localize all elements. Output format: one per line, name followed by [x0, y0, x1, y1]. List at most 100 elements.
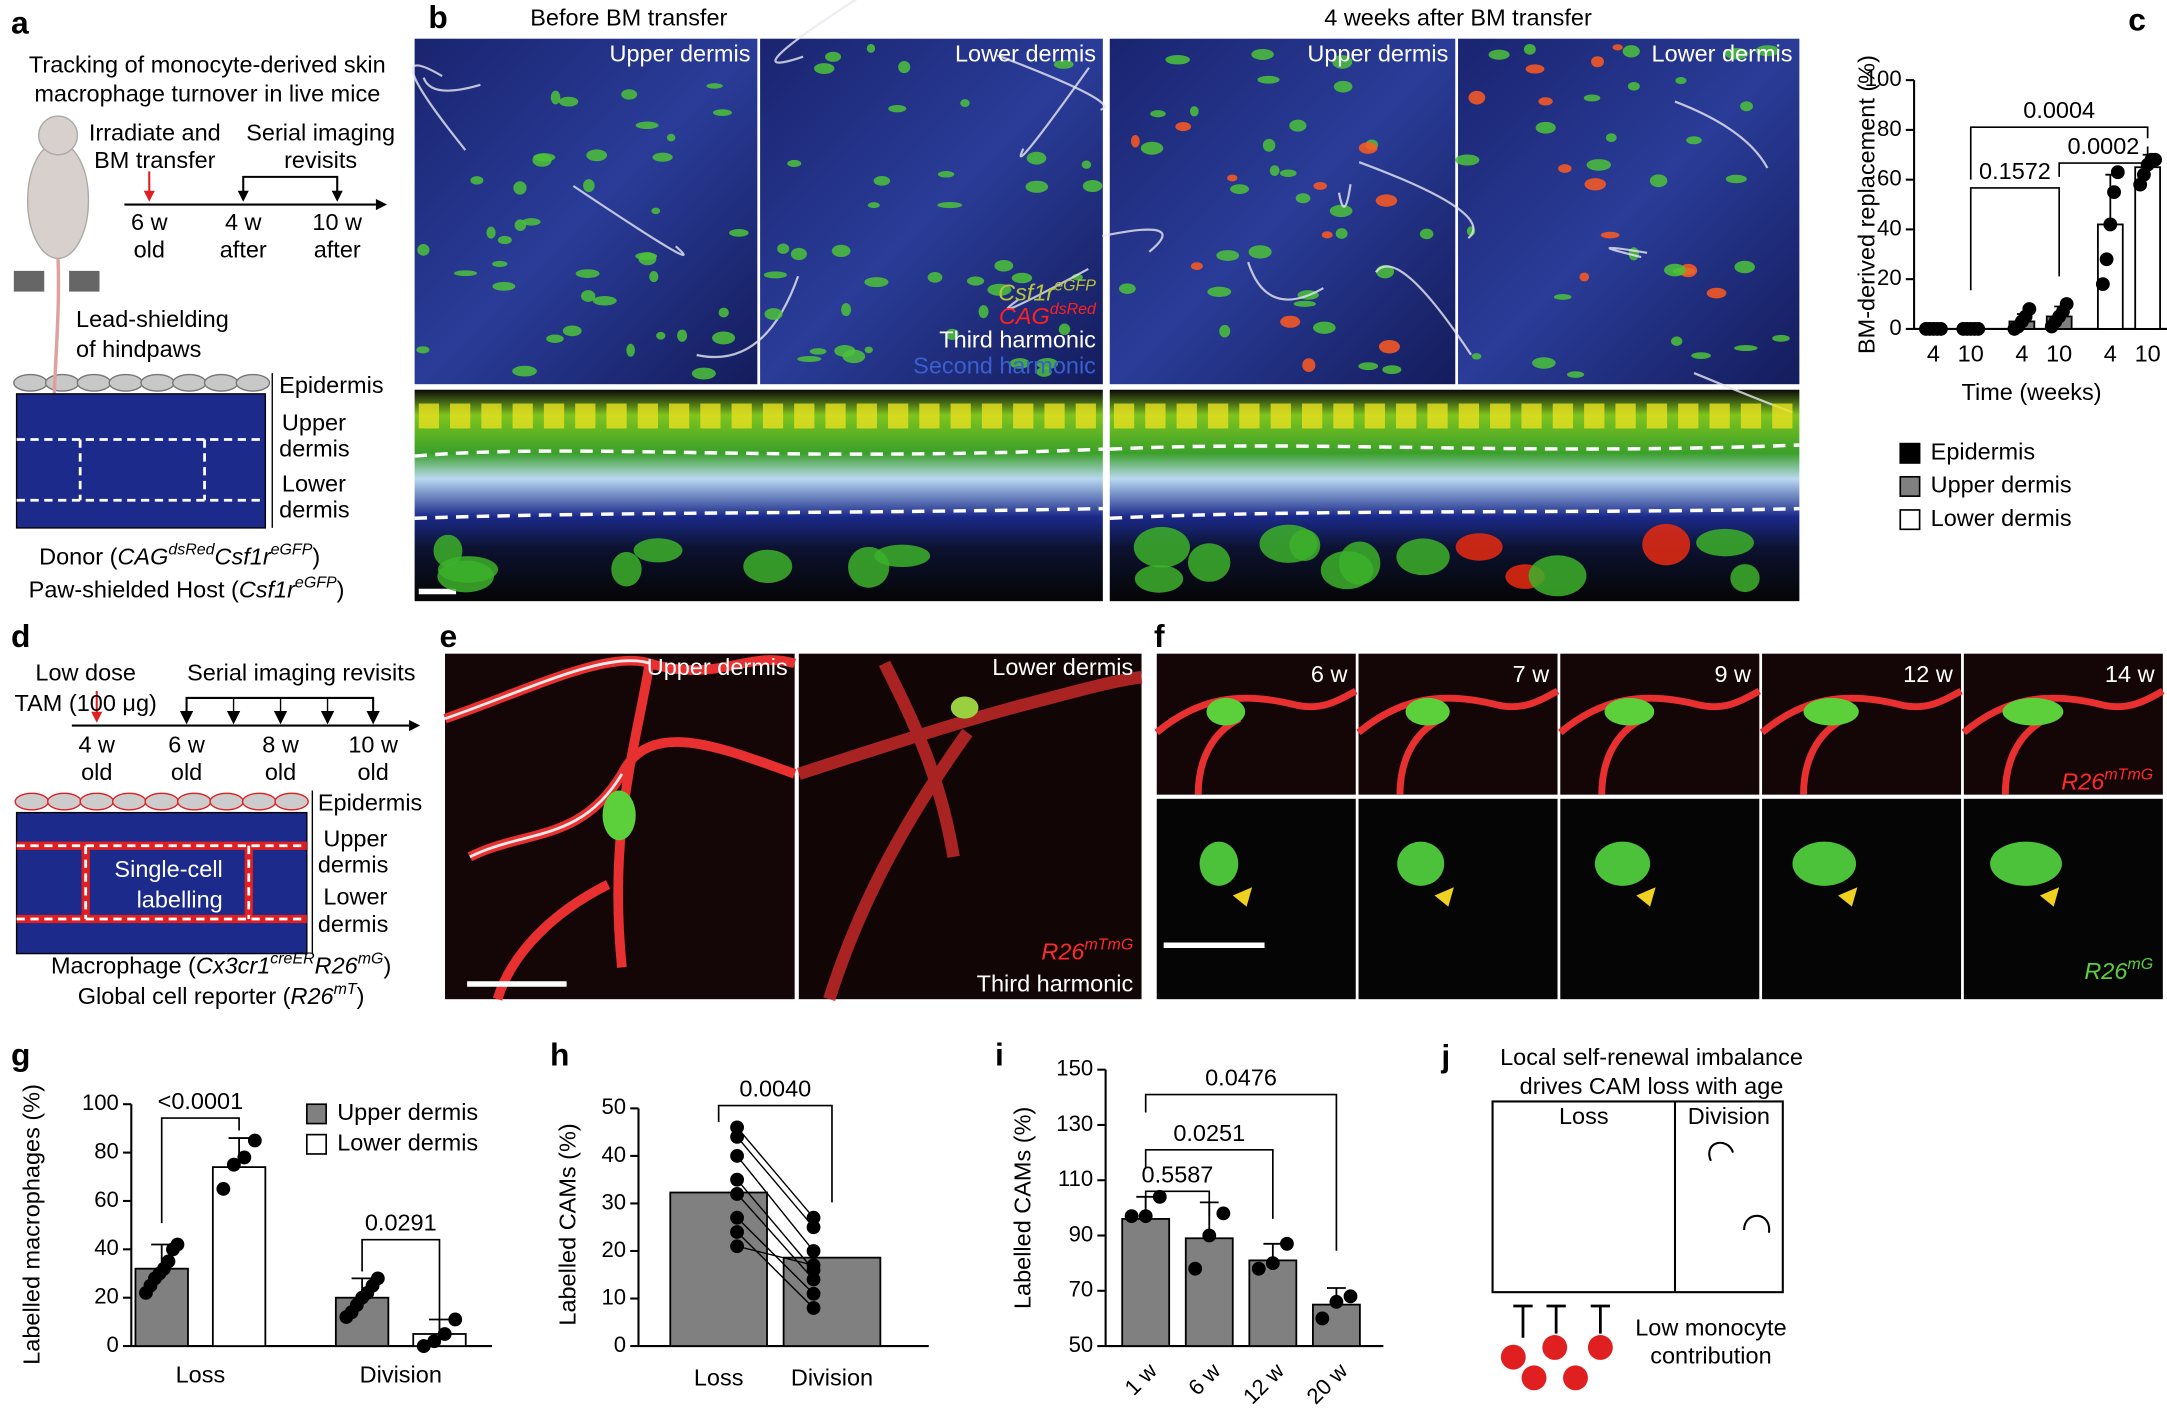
cell — [1302, 358, 1316, 373]
monocyte — [1542, 1335, 1568, 1360]
cell — [550, 90, 561, 105]
labelled-cell — [950, 696, 979, 719]
labelled-cell — [602, 790, 636, 841]
panel-a-diagram — [13, 115, 387, 529]
label: Loss — [1559, 1103, 1609, 1129]
cell — [513, 181, 527, 195]
timepoint-label: 7 w — [1513, 661, 1551, 687]
bar — [1312, 1303, 1361, 1347]
cell — [1706, 287, 1727, 299]
epidermal-cell — [669, 403, 690, 429]
dermis-boundary — [16, 844, 307, 921]
label: macrophage turnover in live mice — [34, 81, 380, 107]
cell — [994, 259, 1014, 272]
vessel — [996, 54, 1106, 111]
data-point — [730, 1239, 744, 1254]
channel-label: Third harmonic — [939, 327, 1096, 353]
label: 6 w — [131, 209, 169, 235]
epidermal-cell — [606, 403, 627, 429]
rich-label: Macrophage (Cx3cr1creERR26mG) — [51, 950, 391, 978]
lead-shield — [69, 270, 100, 292]
epidermal-cell — [1615, 403, 1636, 429]
timepoint-label: 9 w — [1714, 661, 1752, 687]
cell — [417, 244, 430, 256]
y-tick-label: 130 — [1056, 1111, 1093, 1136]
image-merged — [1358, 653, 1558, 795]
text-part: mTmG — [1084, 936, 1133, 953]
epidermal-cell — [1207, 403, 1229, 429]
monocyte — [1587, 1335, 1613, 1360]
data-point — [1265, 1256, 1280, 1271]
cell — [1219, 324, 1231, 338]
text-part: Second harmonic — [913, 353, 1096, 379]
cell — [1468, 90, 1486, 105]
cell — [1358, 362, 1379, 371]
cell — [532, 153, 552, 167]
data-point — [2148, 152, 2163, 167]
cell — [1269, 165, 1280, 177]
epidermal-cell — [731, 403, 752, 429]
label: Epidermis — [279, 372, 383, 398]
cell — [1333, 80, 1353, 93]
data-point — [448, 1312, 463, 1327]
cell — [1140, 141, 1164, 155]
label: old — [171, 759, 202, 785]
label: revisits — [284, 147, 357, 173]
labelled-cell — [1990, 841, 2062, 886]
keratinocyte — [14, 792, 50, 811]
cell — [1755, 45, 1780, 57]
label: Upper — [282, 409, 346, 435]
cell — [1230, 184, 1249, 194]
cell — [1612, 44, 1623, 51]
y-tick-label: 90 — [1069, 1221, 1094, 1246]
label: Lead-shielding — [76, 306, 229, 332]
text-part: mTmG — [2104, 766, 2153, 783]
cell — [1532, 357, 1556, 369]
legend-swatch — [305, 1133, 327, 1155]
labelled-cell — [1206, 697, 1246, 726]
keratinocyte — [79, 792, 115, 811]
epidermal-cell — [1709, 403, 1730, 429]
p-value: 0.0291 — [365, 1210, 437, 1236]
y-tick-label: 50 — [601, 1094, 626, 1119]
cell — [1627, 82, 1640, 91]
p-value: 0.0002 — [2067, 133, 2139, 159]
channel-label: R26mTmG — [1041, 936, 1133, 964]
panel-d-diagram — [15, 691, 421, 955]
pair-line — [736, 1179, 815, 1271]
bar — [211, 1166, 267, 1347]
cell — [790, 247, 807, 261]
dermal-cell — [1730, 564, 1760, 593]
epidermal-cell — [1396, 403, 1417, 429]
cell — [1664, 263, 1686, 277]
cell — [873, 176, 891, 186]
dermal-cell — [1289, 529, 1321, 562]
y-tick-label: 0 — [107, 1332, 119, 1357]
cell — [1583, 94, 1601, 102]
arrow-head — [143, 190, 155, 202]
data-point — [2110, 165, 2125, 180]
text-part: R26 — [291, 983, 335, 1009]
label: after — [220, 237, 267, 263]
pair-line — [736, 1193, 815, 1280]
dermal-cell — [848, 546, 890, 588]
cell — [1584, 178, 1607, 191]
cell — [656, 331, 666, 340]
text-part: mG — [358, 950, 384, 967]
cell — [1130, 134, 1140, 148]
x-tick-label: Division — [360, 1362, 442, 1388]
label: dermis — [318, 852, 388, 878]
vessel — [1006, 267, 1089, 311]
labelled-cell — [2002, 697, 2064, 726]
arrow-head — [409, 720, 421, 732]
significance-bracket — [160, 1117, 240, 1224]
cell — [1009, 358, 1030, 369]
panel-j-diagram — [1491, 1100, 1784, 1391]
label: of hindpaws — [76, 336, 201, 362]
cell — [677, 329, 688, 342]
cell — [966, 276, 985, 286]
cell — [581, 290, 596, 302]
label: old — [357, 759, 388, 785]
cell — [1600, 231, 1620, 239]
label: contribution — [1650, 1342, 1771, 1368]
